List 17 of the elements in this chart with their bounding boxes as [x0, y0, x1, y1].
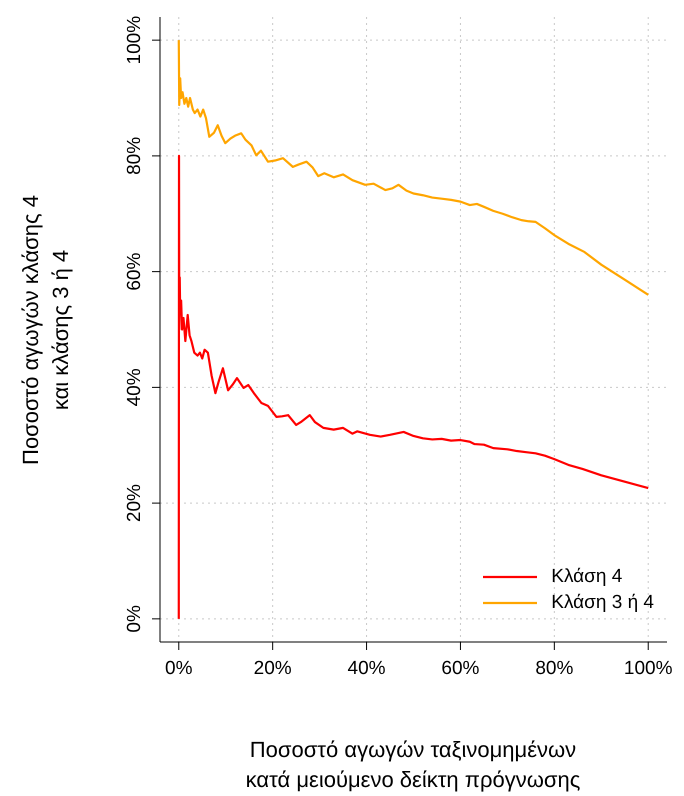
y-tick-label: 80% — [124, 136, 145, 175]
y-axis-title: Ποσοστό αγωγών κλάσης 4 και κλάσης 3 ή 4 — [18, 195, 73, 465]
line-series — [178, 39, 650, 296]
y-tick-label: 60% — [124, 252, 145, 291]
y-tick-label: 40% — [124, 368, 145, 406]
y-tick-label: 100% — [124, 16, 145, 64]
x-axis-title: Ποσοστό αγωγών ταξινομημένων κατά μειούμενο δείκτη πρόγνωσης — [246, 737, 580, 792]
y-tick-label: 0% — [124, 605, 145, 633]
legend-label: Κλάση 4 — [551, 566, 622, 588]
x-tick-label: 100% — [624, 658, 673, 679]
x-tick-label: 60% — [441, 658, 480, 679]
y-tick-label: 20% — [124, 484, 145, 522]
legend-label: Κλάση 3 ή 4 — [551, 592, 654, 614]
x-tick-label: 80% — [535, 658, 574, 679]
x-tick-label: 0% — [165, 658, 193, 679]
x-tick-label: 20% — [254, 658, 292, 679]
x-tick-label: 40% — [348, 658, 386, 679]
